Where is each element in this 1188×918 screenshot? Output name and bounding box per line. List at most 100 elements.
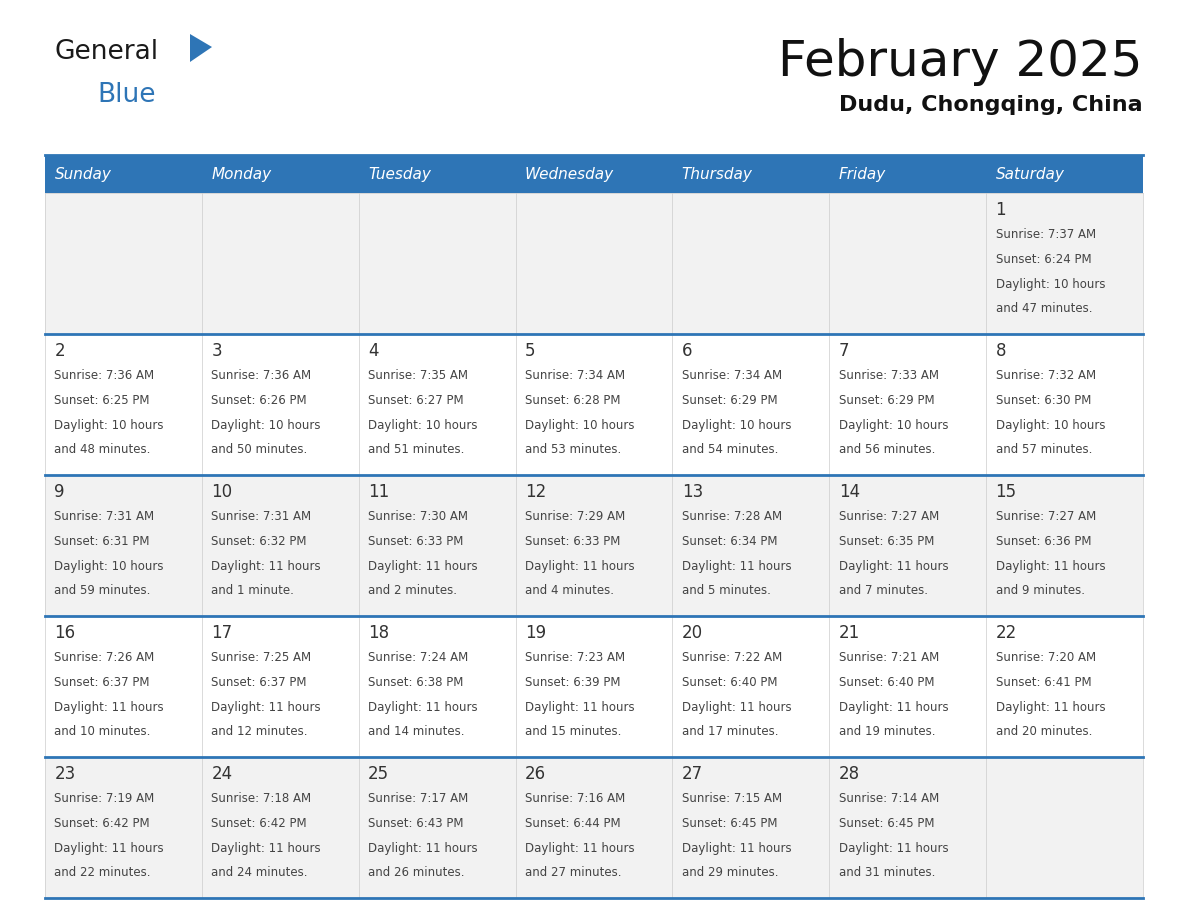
Text: Sunset: 6:30 PM: Sunset: 6:30 PM	[996, 394, 1091, 407]
Text: and 17 minutes.: and 17 minutes.	[682, 725, 778, 738]
Bar	[45, 334, 1143, 475]
Text: 16: 16	[55, 624, 76, 643]
Text: 9: 9	[55, 484, 65, 501]
Text: Daylight: 11 hours: Daylight: 11 hours	[55, 842, 164, 855]
Text: Sunset: 6:42 PM: Sunset: 6:42 PM	[211, 817, 307, 830]
Text: Daylight: 11 hours: Daylight: 11 hours	[211, 700, 321, 713]
Text: and 56 minutes.: and 56 minutes.	[839, 443, 935, 456]
Text: and 15 minutes.: and 15 minutes.	[525, 725, 621, 738]
Text: Sunrise: 7:31 AM: Sunrise: 7:31 AM	[211, 510, 311, 523]
Text: Daylight: 11 hours: Daylight: 11 hours	[996, 700, 1105, 713]
Bar	[45, 475, 1143, 616]
Text: Sunrise: 7:27 AM: Sunrise: 7:27 AM	[839, 510, 939, 523]
Text: Sunrise: 7:21 AM: Sunrise: 7:21 AM	[839, 651, 939, 665]
Text: Daylight: 10 hours: Daylight: 10 hours	[682, 419, 791, 431]
Text: 6: 6	[682, 342, 693, 361]
Text: Sunset: 6:26 PM: Sunset: 6:26 PM	[211, 394, 307, 407]
Text: Daylight: 11 hours: Daylight: 11 hours	[839, 842, 948, 855]
Text: 21: 21	[839, 624, 860, 643]
Text: Sunrise: 7:15 AM: Sunrise: 7:15 AM	[682, 792, 782, 805]
Text: and 53 minutes.: and 53 minutes.	[525, 443, 621, 456]
Text: Sunrise: 7:36 AM: Sunrise: 7:36 AM	[55, 369, 154, 382]
Text: 10: 10	[211, 484, 233, 501]
Text: Daylight: 11 hours: Daylight: 11 hours	[525, 700, 634, 713]
Text: Sunset: 6:39 PM: Sunset: 6:39 PM	[525, 676, 620, 688]
Text: 7: 7	[839, 342, 849, 361]
Text: Sunrise: 7:36 AM: Sunrise: 7:36 AM	[211, 369, 311, 382]
Text: and 10 minutes.: and 10 minutes.	[55, 725, 151, 738]
Text: Sunrise: 7:16 AM: Sunrise: 7:16 AM	[525, 792, 625, 805]
Text: Sunset: 6:41 PM: Sunset: 6:41 PM	[996, 676, 1092, 688]
Text: and 31 minutes.: and 31 minutes.	[839, 867, 935, 879]
Bar	[202, 155, 359, 193]
Text: and 51 minutes.: and 51 minutes.	[368, 443, 465, 456]
Text: Sunrise: 7:26 AM: Sunrise: 7:26 AM	[55, 651, 154, 665]
Text: and 4 minutes.: and 4 minutes.	[525, 584, 614, 598]
Text: Sunset: 6:34 PM: Sunset: 6:34 PM	[682, 535, 777, 548]
Text: 23: 23	[55, 766, 76, 783]
Text: Sunrise: 7:34 AM: Sunrise: 7:34 AM	[682, 369, 782, 382]
Text: and 47 minutes.: and 47 minutes.	[996, 302, 1092, 315]
Text: Sunrise: 7:37 AM: Sunrise: 7:37 AM	[996, 229, 1095, 241]
Text: Daylight: 11 hours: Daylight: 11 hours	[682, 560, 791, 573]
Text: Daylight: 11 hours: Daylight: 11 hours	[211, 842, 321, 855]
Text: and 22 minutes.: and 22 minutes.	[55, 867, 151, 879]
Text: Daylight: 10 hours: Daylight: 10 hours	[839, 419, 948, 431]
Text: Daylight: 11 hours: Daylight: 11 hours	[211, 560, 321, 573]
Text: and 27 minutes.: and 27 minutes.	[525, 867, 621, 879]
Text: and 5 minutes.: and 5 minutes.	[682, 584, 771, 598]
Text: and 48 minutes.: and 48 minutes.	[55, 443, 151, 456]
Text: Daylight: 11 hours: Daylight: 11 hours	[55, 700, 164, 713]
Text: Sunset: 6:33 PM: Sunset: 6:33 PM	[525, 535, 620, 548]
Text: Sunset: 6:42 PM: Sunset: 6:42 PM	[55, 817, 150, 830]
Text: Sunrise: 7:14 AM: Sunrise: 7:14 AM	[839, 792, 939, 805]
Text: 25: 25	[368, 766, 390, 783]
Text: Sunrise: 7:32 AM: Sunrise: 7:32 AM	[996, 369, 1095, 382]
Text: 18: 18	[368, 624, 390, 643]
Text: Sunrise: 7:28 AM: Sunrise: 7:28 AM	[682, 510, 782, 523]
Text: Daylight: 10 hours: Daylight: 10 hours	[55, 419, 164, 431]
Text: Sunrise: 7:19 AM: Sunrise: 7:19 AM	[55, 792, 154, 805]
Text: Sunset: 6:27 PM: Sunset: 6:27 PM	[368, 394, 463, 407]
Text: Sunset: 6:44 PM: Sunset: 6:44 PM	[525, 817, 620, 830]
Text: Sunset: 6:36 PM: Sunset: 6:36 PM	[996, 535, 1091, 548]
Text: Sunset: 6:29 PM: Sunset: 6:29 PM	[839, 394, 934, 407]
Text: 19: 19	[525, 624, 546, 643]
Text: and 19 minutes.: and 19 minutes.	[839, 725, 935, 738]
Text: Tuesday: Tuesday	[368, 166, 431, 182]
Text: Daylight: 11 hours: Daylight: 11 hours	[525, 842, 634, 855]
Text: and 1 minute.: and 1 minute.	[211, 584, 295, 598]
Text: Daylight: 10 hours: Daylight: 10 hours	[996, 277, 1105, 291]
Text: 1: 1	[996, 201, 1006, 219]
Text: and 29 minutes.: and 29 minutes.	[682, 867, 778, 879]
Text: Dudu, Chongqing, China: Dudu, Chongqing, China	[840, 95, 1143, 115]
Text: Sunrise: 7:24 AM: Sunrise: 7:24 AM	[368, 651, 468, 665]
Text: Daylight: 11 hours: Daylight: 11 hours	[368, 560, 478, 573]
Text: Daylight: 11 hours: Daylight: 11 hours	[682, 842, 791, 855]
Text: 26: 26	[525, 766, 546, 783]
Text: 22: 22	[996, 624, 1017, 643]
Text: 17: 17	[211, 624, 233, 643]
Text: and 2 minutes.: and 2 minutes.	[368, 584, 457, 598]
Text: Sunset: 6:33 PM: Sunset: 6:33 PM	[368, 535, 463, 548]
Text: Sunset: 6:29 PM: Sunset: 6:29 PM	[682, 394, 777, 407]
Bar	[359, 155, 516, 193]
Bar	[829, 155, 986, 193]
Text: General: General	[55, 39, 159, 65]
Text: Sunrise: 7:33 AM: Sunrise: 7:33 AM	[839, 369, 939, 382]
Bar	[672, 155, 829, 193]
Text: Sunrise: 7:34 AM: Sunrise: 7:34 AM	[525, 369, 625, 382]
Text: Thursday: Thursday	[682, 166, 753, 182]
Text: 15: 15	[996, 484, 1017, 501]
Text: Sunset: 6:32 PM: Sunset: 6:32 PM	[211, 535, 307, 548]
Text: Sunrise: 7:17 AM: Sunrise: 7:17 AM	[368, 792, 468, 805]
Text: 27: 27	[682, 766, 703, 783]
Text: 8: 8	[996, 342, 1006, 361]
Text: and 24 minutes.: and 24 minutes.	[211, 867, 308, 879]
Text: Sunrise: 7:30 AM: Sunrise: 7:30 AM	[368, 510, 468, 523]
Text: Daylight: 11 hours: Daylight: 11 hours	[368, 842, 478, 855]
Text: Sunset: 6:31 PM: Sunset: 6:31 PM	[55, 535, 150, 548]
Text: Sunday: Sunday	[55, 166, 112, 182]
Text: Daylight: 11 hours: Daylight: 11 hours	[839, 560, 948, 573]
Text: and 26 minutes.: and 26 minutes.	[368, 867, 465, 879]
